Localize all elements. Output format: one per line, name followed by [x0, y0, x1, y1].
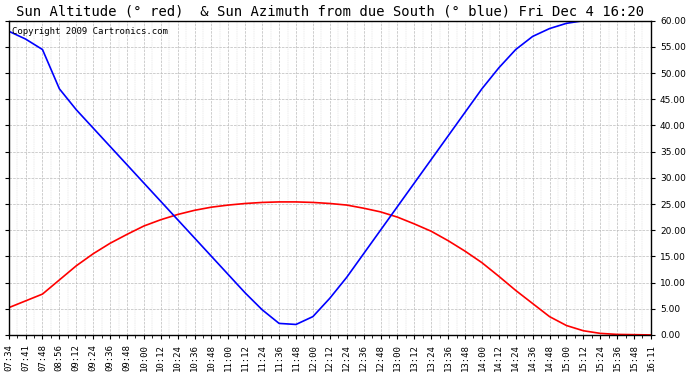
- Title: Sun Altitude (° red)  & Sun Azimuth from due South (° blue) Fri Dec 4 16:20: Sun Altitude (° red) & Sun Azimuth from …: [16, 4, 644, 18]
- Text: Copyright 2009 Cartronics.com: Copyright 2009 Cartronics.com: [12, 27, 168, 36]
